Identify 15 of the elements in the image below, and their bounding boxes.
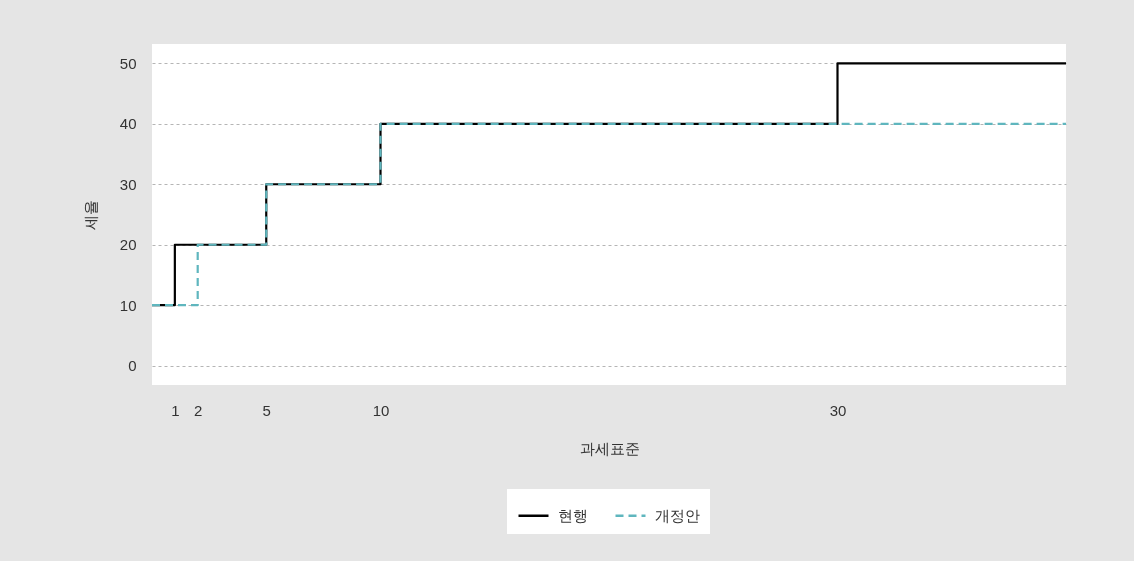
y-tick-label: 10 bbox=[119, 296, 137, 314]
x-tick-label: 5 bbox=[262, 401, 271, 419]
x-axis-title: 과세표준 bbox=[579, 439, 640, 457]
x-tick-label: 1 bbox=[171, 401, 180, 419]
legend-label: 개정안 bbox=[655, 506, 700, 524]
y-tick-label: 50 bbox=[119, 54, 137, 72]
y-axis-title: 세율 bbox=[81, 200, 99, 230]
y-tick-label: 0 bbox=[128, 357, 137, 375]
x-tick-label: 10 bbox=[372, 401, 390, 419]
y-tick-label: 30 bbox=[119, 175, 137, 193]
x-tick-label: 30 bbox=[829, 401, 847, 419]
x-tick-label: 2 bbox=[194, 401, 203, 419]
y-tick-label: 20 bbox=[119, 236, 137, 254]
y-tick-label: 40 bbox=[119, 115, 137, 133]
legend-label: 현행 bbox=[558, 506, 588, 524]
